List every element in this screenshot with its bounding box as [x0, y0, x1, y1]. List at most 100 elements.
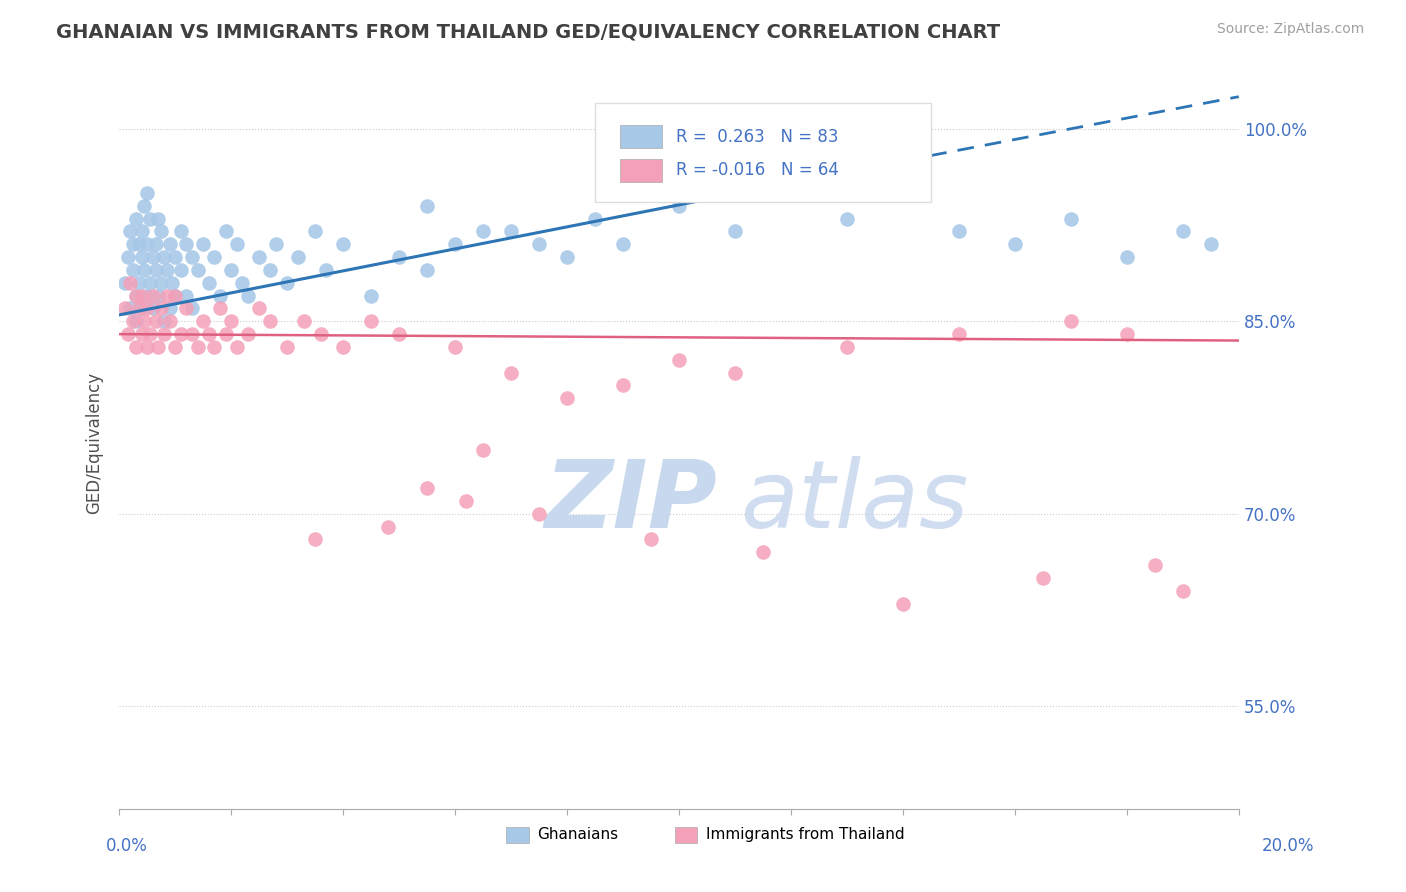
Text: 0.0%: 0.0%: [105, 837, 148, 855]
Point: [276, 340, 298, 354]
Point: [148, 288, 170, 302]
Point: [891, 186, 914, 200]
Point: [309, 327, 332, 342]
Point: [276, 276, 298, 290]
Point: [142, 250, 165, 264]
Point: [360, 288, 382, 302]
Bar: [506, 827, 529, 843]
Point: [193, 237, 215, 252]
Point: [377, 519, 399, 533]
Point: [131, 327, 153, 342]
Point: [145, 314, 167, 328]
Point: [114, 276, 136, 290]
Point: [287, 250, 309, 264]
Point: [360, 314, 382, 328]
Point: [640, 533, 662, 547]
Point: [1171, 583, 1194, 598]
Point: [187, 340, 209, 354]
Point: [948, 327, 970, 342]
Point: [583, 211, 606, 226]
Point: [120, 301, 142, 316]
Point: [170, 224, 193, 238]
Point: [247, 301, 270, 316]
Point: [193, 314, 215, 328]
Text: Immigrants from Thailand: Immigrants from Thailand: [706, 828, 904, 842]
Point: [527, 237, 550, 252]
Point: [264, 237, 287, 252]
Point: [835, 340, 858, 354]
Point: [134, 314, 156, 328]
Point: [170, 327, 193, 342]
Point: [416, 481, 439, 495]
Point: [948, 224, 970, 238]
Point: [165, 340, 187, 354]
Point: [259, 314, 281, 328]
Point: [125, 314, 148, 328]
Point: [181, 250, 204, 264]
Point: [165, 250, 187, 264]
Point: [208, 301, 231, 316]
Point: [1004, 237, 1026, 252]
Point: [159, 301, 181, 316]
Text: GHANAIAN VS IMMIGRANTS FROM THAILAND GED/EQUIVALENCY CORRELATION CHART: GHANAIAN VS IMMIGRANTS FROM THAILAND GED…: [56, 22, 1000, 41]
Text: Ghanaians: Ghanaians: [537, 828, 619, 842]
Point: [835, 211, 858, 226]
Point: [752, 545, 775, 559]
Point: [225, 340, 247, 354]
Point: [136, 237, 159, 252]
Point: [198, 276, 221, 290]
Point: [315, 263, 337, 277]
Point: [122, 263, 145, 277]
Point: [122, 314, 145, 328]
Point: [612, 378, 634, 392]
Point: [128, 301, 150, 316]
Point: [1199, 237, 1222, 252]
FancyBboxPatch shape: [620, 159, 662, 182]
Point: [527, 507, 550, 521]
Point: [131, 301, 153, 316]
Point: [131, 224, 153, 238]
Point: [165, 288, 187, 302]
Point: [136, 186, 159, 200]
Point: [136, 340, 159, 354]
Point: [142, 288, 165, 302]
Point: [142, 301, 165, 316]
Point: [259, 263, 281, 277]
Point: [214, 224, 236, 238]
Point: [150, 276, 173, 290]
Point: [444, 340, 467, 354]
Point: [139, 211, 162, 226]
Point: [1171, 224, 1194, 238]
Point: [165, 288, 187, 302]
Point: [1143, 558, 1166, 573]
Point: [416, 199, 439, 213]
Point: [332, 340, 354, 354]
Point: [388, 327, 411, 342]
Text: R = -0.016   N = 64: R = -0.016 N = 64: [676, 161, 838, 179]
Text: Source: ZipAtlas.com: Source: ZipAtlas.com: [1216, 22, 1364, 37]
Point: [304, 224, 326, 238]
Point: [204, 340, 226, 354]
Point: [444, 237, 467, 252]
Point: [724, 224, 747, 238]
Point: [668, 199, 690, 213]
Point: [153, 314, 176, 328]
Point: [134, 199, 156, 213]
Point: [148, 340, 170, 354]
Point: [236, 327, 259, 342]
Point: [214, 327, 236, 342]
Point: [176, 288, 198, 302]
Text: R =  0.263   N = 83: R = 0.263 N = 83: [676, 128, 838, 145]
Point: [1115, 250, 1137, 264]
Point: [125, 211, 148, 226]
Point: [247, 250, 270, 264]
Point: [456, 494, 478, 508]
Point: [181, 301, 204, 316]
Point: [156, 263, 179, 277]
Point: [501, 224, 523, 238]
Point: [131, 288, 153, 302]
Point: [198, 327, 221, 342]
Point: [1032, 571, 1054, 585]
Point: [131, 250, 153, 264]
FancyBboxPatch shape: [595, 103, 931, 202]
